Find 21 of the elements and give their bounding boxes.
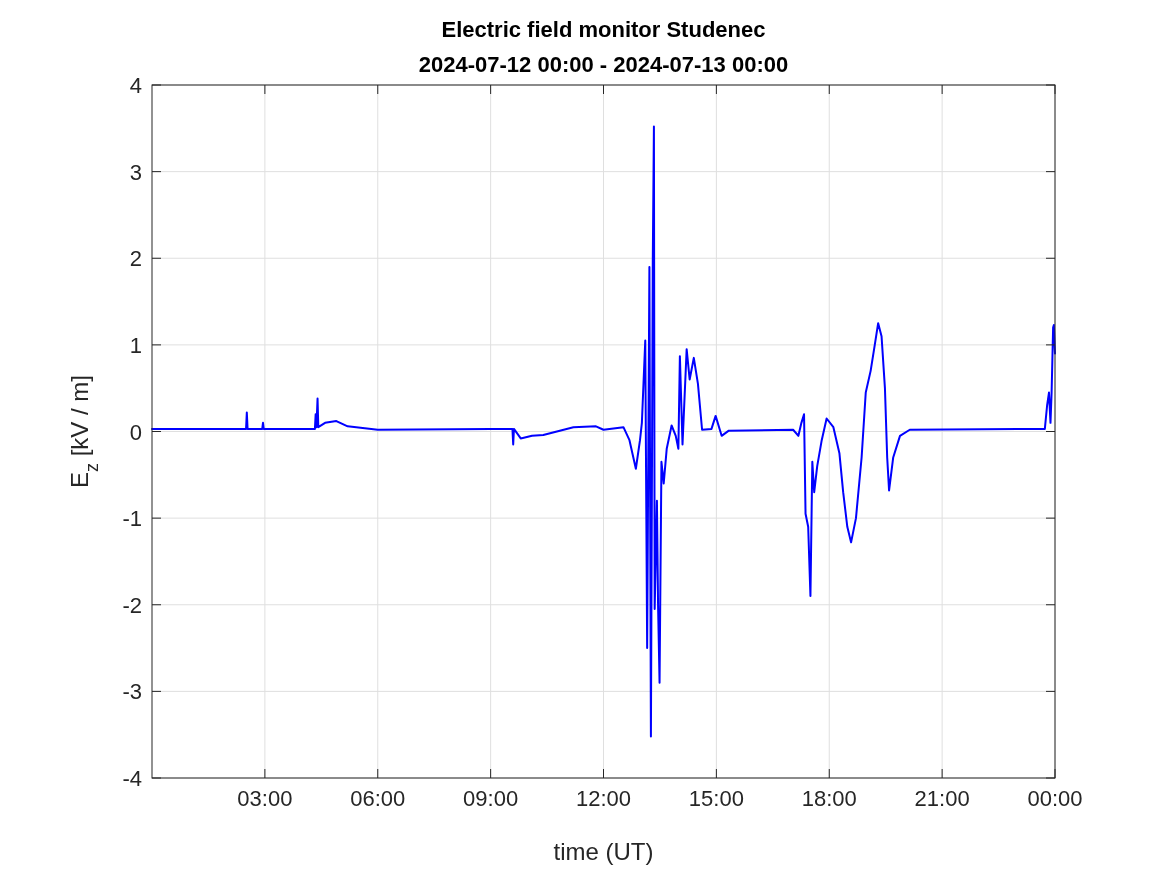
x-tick-label: 12:00 [575,786,632,811]
x-tick-label: 00:00 [1027,786,1083,811]
chart-title: Electric field monitor Studenec [441,17,766,42]
x-tick-label: 06:00 [350,786,406,811]
y-tick-label: -1 [122,506,142,532]
y-tick-label: -2 [122,592,142,618]
line-series [151,125,1056,738]
y-tick-label: 0 [129,419,142,445]
x-tick-label: 03:00 [237,786,293,811]
x-tick-label: 09:00 [463,786,519,811]
y-tick-label: 4 [129,73,142,98]
y-tick-label: 1 [129,332,142,358]
x-tick-label: 18:00 [801,786,857,811]
chart-subtitle: 2024-07-12 00:00 - 2024-07-13 00:00 [418,52,789,77]
x-tick-label: 21:00 [914,786,970,811]
x-axis-title: time (UT) [553,838,654,865]
y-tick-label: -4 [122,766,142,791]
x-tick-label: 15:00 [688,786,744,811]
y-tick-label: -3 [122,679,142,705]
y-tick-label: 2 [129,246,142,272]
y-tick-label: 3 [129,159,142,185]
